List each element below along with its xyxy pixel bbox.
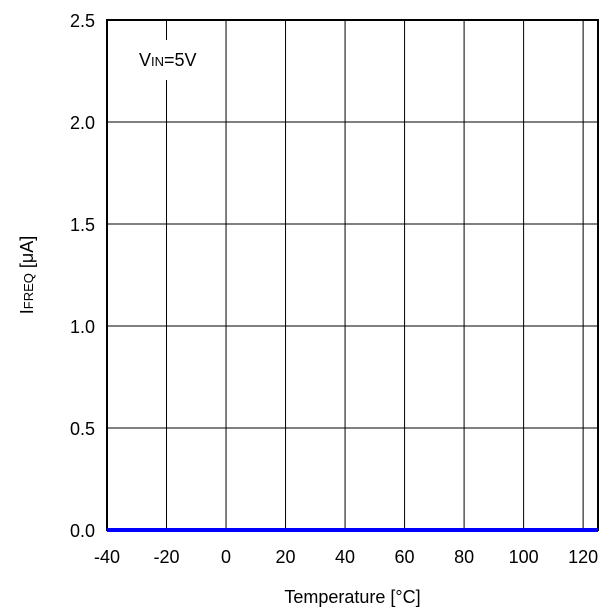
y-tick-label: 0.5	[70, 419, 95, 439]
plot-frame	[106, 19, 599, 531]
y-tick-label: 1.0	[70, 317, 95, 337]
y-tick-label: 2.5	[70, 11, 95, 31]
x-tick-label: 120	[568, 547, 598, 567]
x-tick-label: -20	[154, 547, 180, 567]
x-axis-title: Temperature [°C]	[284, 587, 420, 607]
y-tick-label: 1.5	[70, 215, 95, 235]
y-tick-labels: 0.0 0.5 1.0 1.5 2.0 2.5	[70, 11, 95, 541]
y-tick-label: 0.0	[70, 521, 95, 541]
y-axis-title: IFREQ [μA]	[17, 236, 37, 315]
x-tick-label: 100	[509, 547, 539, 567]
x-tick-label: 20	[276, 547, 296, 567]
grid	[106, 19, 598, 531]
x-tick-label: 0	[221, 547, 231, 567]
x-tick-label: 80	[454, 547, 474, 567]
x-tick-labels: -40 -20 0 20 40 60 80 100 120	[94, 547, 598, 567]
y-tick-label: 2.0	[70, 113, 95, 133]
annotation-background	[126, 40, 220, 80]
x-tick-label: 40	[335, 547, 355, 567]
annotation-vin: VIN=5V	[139, 50, 197, 70]
x-tick-label: 60	[395, 547, 415, 567]
x-tick-label: -40	[94, 547, 120, 567]
